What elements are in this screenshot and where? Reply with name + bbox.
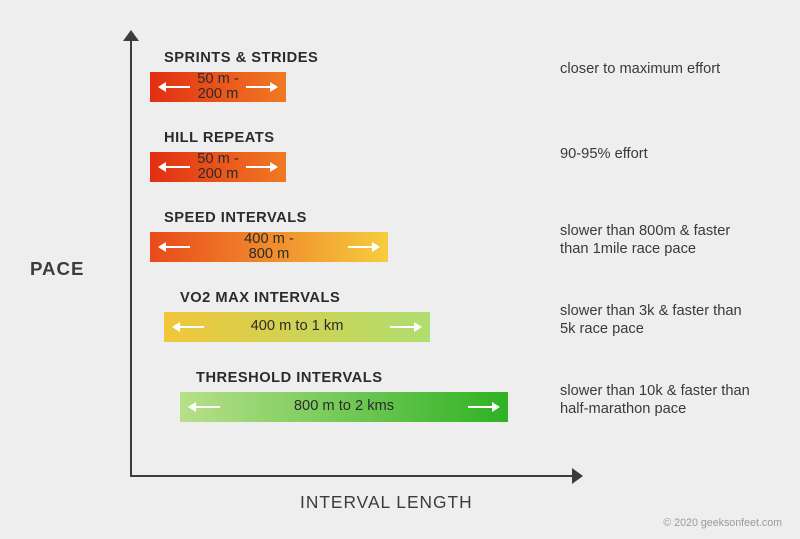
row-description: slower than 3k & faster than 5k race pac… [560,302,760,339]
x-axis-arrowhead [572,468,583,484]
interval-bar: 400 m to 1 km [164,312,430,342]
row-description: slower than 800m & faster than 1mile rac… [560,222,760,259]
arrow-right-icon [246,162,278,172]
arrow-left-icon [158,242,190,252]
bar-range-text: 400 m - 800 m [244,232,294,263]
interval-bar: 800 m to 2 kms [180,392,508,422]
arrow-left-icon [172,322,204,332]
arrow-right-icon [390,322,422,332]
arrow-left-icon [158,82,190,92]
interval-bar: 50 m - 200 m [150,72,286,102]
row-description: closer to maximum effort [560,60,760,78]
arrow-left-icon [158,162,190,172]
bar-range-text: 50 m - 200 m [197,152,239,183]
arrow-right-icon [348,242,380,252]
row-title: HILL REPEATS [164,130,800,146]
interval-bar: 400 m - 800 m [150,232,388,262]
x-axis-line [130,475,572,477]
arrow-right-icon [246,82,278,92]
bar-range-text: 800 m to 2 kms [294,399,394,414]
bar-range-text: 50 m - 200 m [197,72,239,103]
row-description: slower than 10k & faster than half-marat… [560,382,760,419]
row-description: 90-95% effort [560,145,760,163]
interval-bar: 50 m - 200 m [150,152,286,182]
x-axis-label: INTERVAL LENGTH [300,492,473,513]
bar-range-text: 400 m to 1 km [251,319,344,334]
y-axis-arrowhead [123,30,139,41]
arrow-left-icon [188,402,220,412]
arrow-right-icon [468,402,500,412]
credit-text: © 2020 geeksonfeet.com [663,517,782,529]
